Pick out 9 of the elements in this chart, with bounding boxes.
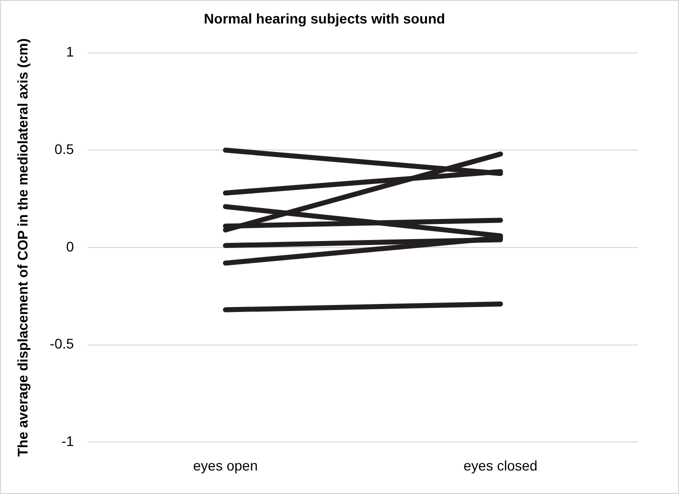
y-axis-title: The average displacement of COP in the mediolateral axis (cm) [14, 38, 30, 457]
x-tick-label: eyes open [193, 457, 258, 474]
y-tick-label: 0 [66, 238, 74, 254]
y-tick-label: -1 [61, 433, 74, 450]
y-tick-label: -0.5 [50, 336, 74, 352]
x-tick-label: eyes closed [464, 457, 538, 474]
chart-title: Normal hearing subjects with sound [204, 10, 446, 26]
y-tick-label: 1 [66, 44, 74, 60]
y-tick-label: 0.5 [54, 141, 74, 158]
